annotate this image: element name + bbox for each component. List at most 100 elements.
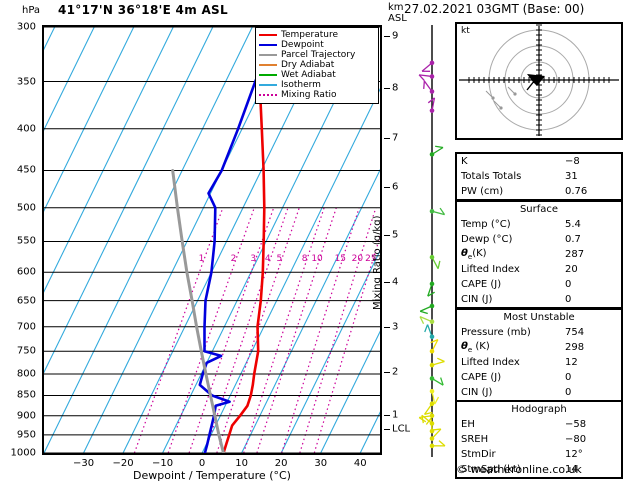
wind-barb (419, 316, 435, 325)
table-row-value: 12 (565, 357, 578, 368)
altitude-tick-label: 8 (392, 82, 399, 94)
mixing-ratio-axis-title: Mixing Ratio (g/kg) (372, 215, 383, 310)
altitude-axis-unit-2: ASL (388, 13, 407, 24)
table-row: Totals Totals 31 (457, 169, 621, 184)
legend-item-label: Dewpoint (281, 39, 324, 50)
table-row-key: Temp (°C) (461, 219, 511, 230)
mixing-ratio-label: 2 (230, 254, 237, 265)
mixing-ratio-label: 5 (276, 254, 283, 265)
table-row: CIN (J) 0 (457, 292, 621, 307)
temperature-tick-label: 20 (274, 458, 288, 469)
table-row-key: CIN (J) (461, 294, 493, 305)
pressure-axis-unit: hPa (22, 5, 41, 16)
table-row: StmDir 12° (457, 447, 621, 462)
copyright-footer: © weatheronline.co.uk (456, 463, 582, 476)
table-row-value: −8 (565, 156, 580, 167)
legend-swatch-icon (259, 84, 277, 86)
legend-item-label: Dry Adiabat (281, 59, 335, 70)
table-row-key: StmDir (461, 449, 496, 460)
altitude-tick (384, 35, 390, 37)
legend-swatch-icon (259, 74, 277, 76)
wind-barb (429, 440, 446, 449)
temperature-tick-label: −10 (152, 458, 174, 469)
temperature-tick-label: 30 (314, 458, 328, 469)
altitude-tick (384, 281, 390, 283)
table-title: Surface (519, 204, 559, 215)
altitude-tick (384, 327, 390, 329)
mixing-ratio-label: 20 (351, 254, 364, 265)
temperature-axis: −30 −20 −10 0 10 20 30 40 (42, 457, 382, 471)
table-row: PW (cm) 0.76 (457, 184, 621, 199)
table-row: StmSpd (kt) 14 (457, 462, 621, 477)
altitude-tick-label: 2 (392, 366, 399, 378)
table-row-value: 754 (565, 327, 585, 338)
forecast-datetime: 27.02.2021 03GMT (Base: 00) (404, 2, 585, 16)
pressure-tick-label: 800 (16, 368, 36, 380)
hodograph-panel[interactable]: kt (455, 9, 623, 151)
legend-swatch-icon (259, 54, 277, 56)
table-row: Temp (°C) 5.4 (457, 217, 621, 232)
altitude-tick (384, 187, 390, 189)
table-row-key: Lifted Index (461, 264, 520, 275)
wind-barb (424, 401, 435, 416)
pressure-tick-label: 950 (16, 429, 36, 441)
skewt-canvas (44, 27, 380, 453)
altitude-tick-label: 4 (392, 276, 399, 288)
mixing-ratio-label: 10 (311, 254, 323, 265)
temperature-tick-label: −30 (72, 458, 95, 469)
table-row-key: K (461, 156, 468, 167)
table-row-key: CAPE (J) (461, 372, 502, 383)
legend-item: Mixing Ratio (259, 90, 375, 100)
wind-barb (427, 97, 436, 113)
temperature-tick-label: 40 (353, 458, 367, 469)
table-row-value: 12° (565, 449, 583, 460)
legend-item: Temperature (259, 30, 375, 40)
table-row-key: Lifted Index (461, 357, 520, 368)
table-row-value: 5.4 (565, 219, 581, 230)
altitude-tick-label: 5 (392, 229, 399, 241)
table-row: Lifted Index 12 (457, 355, 621, 370)
wind-barb (429, 389, 440, 405)
table-row: CAPE (J) 0 (457, 277, 621, 292)
altitude-axis-unit: km (388, 2, 404, 13)
legend-item: Isotherm (259, 80, 375, 90)
altitude-axis: 9 8 7 6 5 4 3 2 1 LCL (384, 25, 418, 455)
table-row-key: StmSpd (kt) (461, 464, 521, 475)
legend-item: Parcel Trajectory (259, 50, 375, 60)
table-row-value: 0 (565, 387, 572, 398)
lcl-marker-label: LCL (392, 423, 411, 435)
pressure-tick-label: 400 (16, 123, 36, 135)
hodograph-unit-label: kt (461, 26, 470, 36)
pressure-tick-label: 600 (16, 266, 36, 278)
wind-barb (423, 80, 435, 94)
pressure-tick-label: 550 (16, 235, 36, 247)
legend-item-label: Mixing Ratio (281, 89, 337, 100)
wind-barb (418, 413, 435, 423)
table-row-key: PW (cm) (461, 186, 504, 197)
table-row: Dewp (°C) 0.7 (457, 232, 621, 247)
table-row-key: SREH (461, 434, 489, 445)
table-row-key: CIN (J) (461, 387, 493, 398)
table-row-value: 287 (565, 249, 585, 260)
temperature-tick-label: 10 (235, 458, 249, 469)
mixing-ratio-label: 3 (250, 254, 257, 265)
wind-barb (429, 339, 439, 354)
temperature-tick-label: 0 (198, 458, 206, 469)
wind-barb (429, 254, 441, 269)
table-title: Most Unstable (503, 312, 575, 323)
pressure-tick-label: 900 (16, 410, 36, 422)
mixing-ratio-label: 8 (301, 254, 308, 265)
table-indices: K −8 Totals Totals 31 PW (cm) 0.76 (455, 152, 623, 201)
table-hodograph: Hodograph EH −58 SREH −80 StmDir 12° StmSpd (kt… (455, 400, 623, 479)
table-row-key: θe(K) (461, 248, 487, 261)
table-row-key: EH (461, 419, 475, 430)
wind-barb (421, 60, 435, 72)
legend-swatch-icon (259, 64, 277, 66)
table-row: θe(K) 287 (457, 247, 621, 262)
altitude-tick-label: 6 (392, 181, 399, 193)
altitude-tick (384, 87, 390, 89)
mixing-ratio-label: 4 (264, 254, 271, 265)
table-row-value: 298 (565, 342, 585, 353)
table-row: EH −58 (457, 417, 621, 432)
